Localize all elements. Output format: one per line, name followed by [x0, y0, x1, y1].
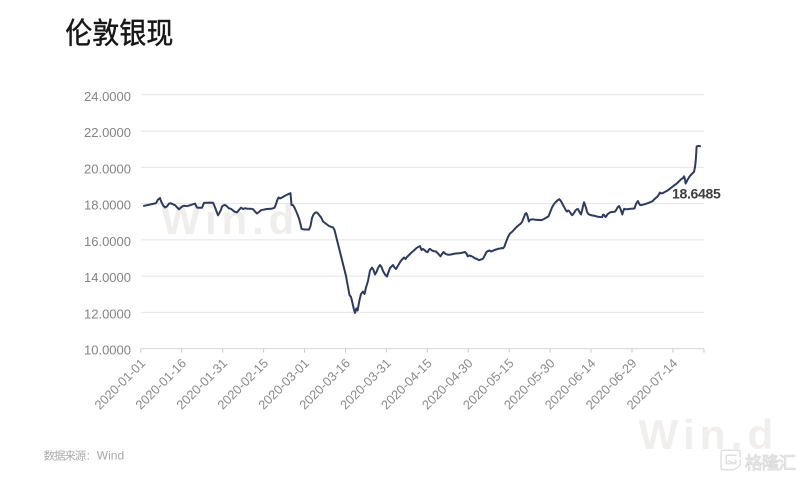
svg-text:24.0000: 24.0000: [84, 89, 131, 104]
svg-text:20.0000: 20.0000: [84, 161, 131, 176]
svg-text:18.6485: 18.6485: [672, 186, 721, 202]
svg-text:22.0000: 22.0000: [84, 125, 131, 140]
svg-text:10.0000: 10.0000: [84, 343, 131, 358]
svg-text:Win.d: Win.d: [161, 196, 299, 243]
svg-text::: :: [87, 448, 90, 462]
svg-text:18.0000: 18.0000: [84, 198, 131, 213]
svg-text:16.0000: 16.0000: [84, 234, 131, 249]
svg-text:14.0000: 14.0000: [84, 270, 131, 285]
svg-text:Win.d: Win.d: [639, 411, 779, 458]
svg-text:Wind: Wind: [97, 448, 124, 462]
svg-text:12.0000: 12.0000: [84, 306, 131, 321]
